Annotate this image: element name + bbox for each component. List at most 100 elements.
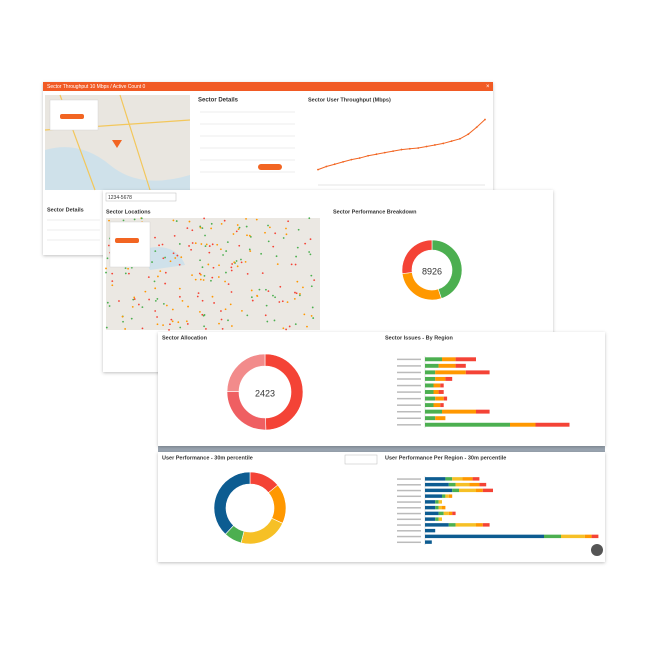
help-button[interactable] (591, 544, 603, 556)
bar-segment (482, 488, 493, 493)
map-dot (258, 288, 261, 291)
map-dot (282, 237, 285, 239)
map-dot (310, 274, 313, 277)
bar-segment (510, 422, 536, 427)
bar-segment (438, 505, 442, 510)
bar-segment (479, 482, 487, 487)
bar-segment (425, 534, 544, 539)
map-dot (197, 292, 200, 295)
bar-segment (425, 482, 449, 487)
map-dot (157, 275, 159, 278)
bar-segment (584, 534, 592, 539)
map-dot (248, 234, 251, 237)
dropdown[interactable] (344, 454, 378, 465)
bar-segment (438, 511, 444, 516)
map-dot (230, 269, 233, 272)
bar-segment (544, 534, 561, 539)
bar-segment (425, 357, 442, 362)
map-dot (178, 263, 181, 266)
map-dot (205, 328, 207, 330)
map-dot (105, 267, 107, 270)
map-dot (246, 314, 249, 317)
bar-segment (438, 390, 444, 394)
map-dot (194, 278, 197, 281)
bar-segment (591, 534, 599, 539)
map-dot (211, 243, 214, 246)
bar-segment (459, 488, 476, 493)
map-dot (199, 311, 201, 313)
map-dot (232, 233, 235, 235)
map-dot (274, 232, 277, 235)
map-heading: Sector Locations (106, 209, 151, 215)
point (317, 168, 319, 171)
bar-segment (425, 505, 436, 510)
panel (158, 332, 605, 446)
bar-segment (425, 376, 436, 381)
map-dot (186, 227, 189, 230)
point (400, 148, 403, 151)
map-dot (296, 280, 299, 283)
water (45, 147, 190, 190)
map-dot (170, 318, 173, 321)
map-dot (172, 252, 175, 255)
map-dot (140, 217, 143, 220)
popup-button[interactable] (115, 238, 139, 243)
point (450, 140, 453, 143)
map-dot (151, 261, 153, 263)
map-dot (235, 260, 238, 262)
detail-rows (200, 111, 295, 173)
bar-segment (448, 482, 456, 487)
point (408, 147, 411, 150)
point (367, 154, 369, 157)
bar-segment (465, 370, 490, 375)
map-dot (303, 313, 306, 316)
map-dot (216, 243, 219, 246)
map-dot (211, 295, 214, 298)
search-input[interactable] (105, 192, 177, 202)
map-dot (133, 298, 136, 300)
map-dot (282, 327, 285, 330)
map-dot (224, 280, 226, 283)
map-dot (164, 271, 167, 274)
map-dot (159, 270, 162, 273)
bar-segment (472, 477, 480, 481)
label-placeholder (397, 518, 421, 521)
chart-title: Sector Issues - By Region (385, 335, 453, 341)
bar-segment (462, 477, 473, 481)
popup-button[interactable] (60, 114, 84, 119)
map-dot (154, 310, 157, 312)
map-dot (204, 234, 206, 237)
label-placeholder (397, 365, 421, 367)
bar-segment (452, 488, 459, 493)
map-dot (312, 317, 315, 319)
map-dot (294, 291, 296, 294)
donut-segment (401, 239, 433, 274)
map-dot (127, 267, 129, 270)
bar-segment (438, 363, 456, 368)
map-dot (245, 217, 247, 220)
map-dot (248, 248, 251, 251)
map-dot (201, 313, 204, 316)
close-button[interactable]: × (486, 84, 490, 90)
map-dot (191, 274, 193, 277)
point (383, 151, 386, 154)
map-dot (203, 274, 206, 277)
map-dot (226, 241, 229, 244)
map-dot (201, 227, 204, 230)
map-dot (267, 224, 269, 227)
bar-segment (482, 523, 490, 527)
map-dot (264, 314, 267, 317)
point (333, 163, 336, 166)
action-button[interactable] (258, 164, 282, 170)
map-dot (147, 276, 150, 279)
map-dot (169, 323, 171, 326)
map-dot (275, 255, 278, 258)
panel (158, 452, 605, 562)
bar-segment (535, 422, 570, 427)
point (375, 153, 378, 156)
donut-total: 2423 (255, 388, 275, 398)
bar-segment (455, 357, 476, 362)
map-dot (178, 295, 181, 298)
label-placeholder (397, 507, 421, 509)
map-dot (231, 263, 234, 265)
